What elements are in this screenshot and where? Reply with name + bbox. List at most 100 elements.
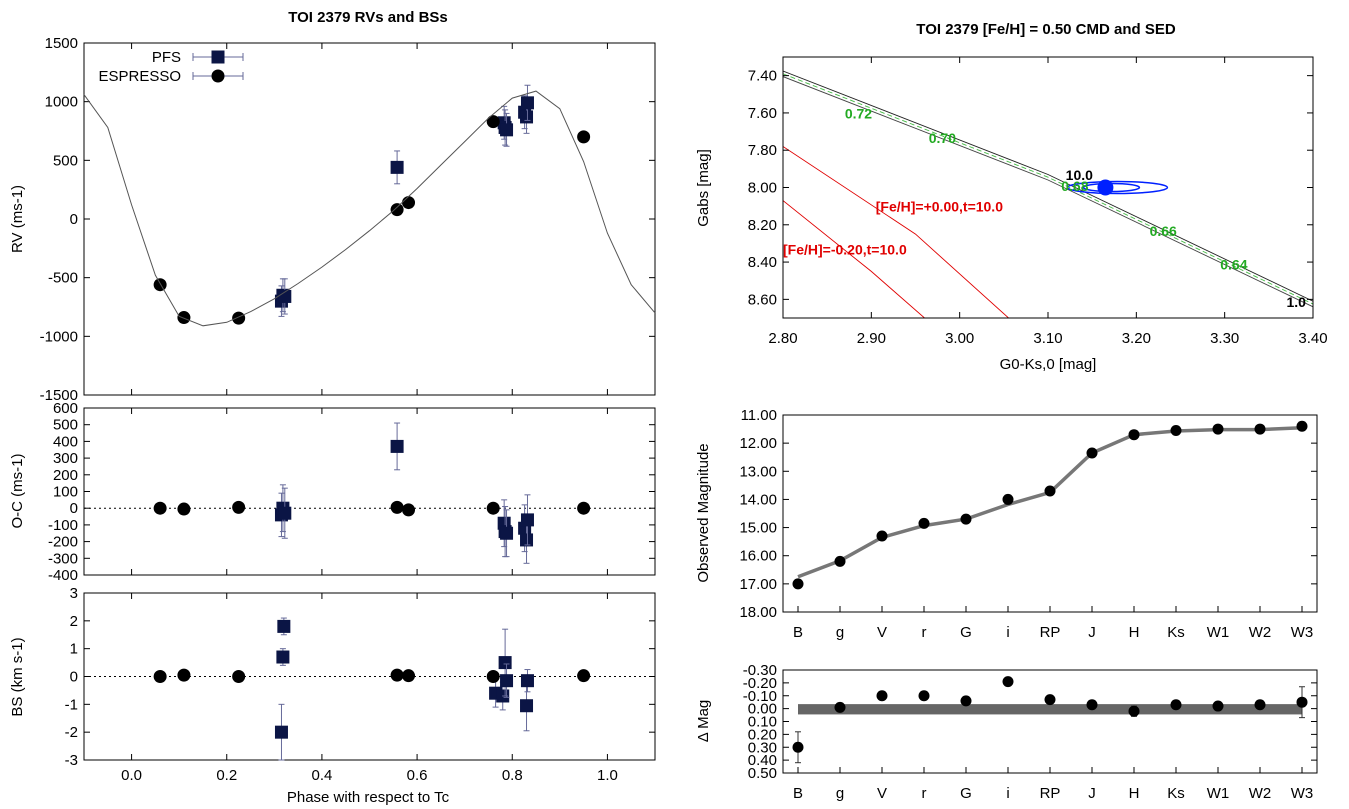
sed-band-label: B [793,624,803,641]
resid-point [1212,700,1224,712]
sed-ytick-label: 12.00 [739,435,777,452]
rv-figure-title: TOI 2379 RVs and BSs [288,9,448,26]
bs-pfs-point [500,674,514,688]
resid-ytick-label: 0.30 [748,739,777,756]
sed-band-label: W2 [1249,624,1272,641]
cmd-xtick-label: 3.00 [945,330,974,347]
oc-frame [83,407,656,576]
sed-observed-point [960,513,972,525]
cmd-ytick-label: 8.40 [748,254,777,271]
bs-ytick-label: 0 [70,669,78,686]
sed-ytick-label: 11.00 [741,407,777,424]
cmd-mass-label: 0.64 [1220,257,1247,273]
oc-espresso-point [390,500,404,514]
rv-ytick-label: 500 [53,152,78,169]
resid-band-label: B [793,785,803,802]
resid-point [960,695,972,707]
cmd-error-ellipse [1066,180,1169,195]
rv-ytick-label: 1500 [45,35,78,52]
rv-pfs-point [278,289,292,303]
bs-y-axis-title: BS (km s-1) [9,637,26,716]
bs-panel: -3 -2 -1 0 1 2 3 0.0 0.2 0.4 0.6 0.8 1.0 BS (km s-1) P… [9,585,656,806]
resid-band-label: g [836,785,844,802]
sed-observed-point [876,530,888,542]
sed-band-label: V [877,624,887,641]
bs-espresso-point [153,670,167,683]
oc-espresso-point [153,501,167,515]
sed-observed-point [792,578,804,590]
oc-espresso-point [232,500,246,514]
rv-legend: PFS ESPRESSO [98,49,244,85]
cmd-ytick-label: 8.00 [748,180,777,197]
bs-xtick-label: 0.6 [407,767,428,784]
resid-ytick-label: 0.00 [748,701,777,718]
bs-ytick-label: -1 [65,696,78,713]
bs-xtick-label: 0.2 [216,767,237,784]
rv-pfs-point [500,123,514,137]
oc-ytick-label: 300 [53,450,78,467]
sed-residual-panel: -0.30-0.20-0.100.000.100.200.300.400.50 B… [695,662,1318,802]
sed-ytick-label: 15.00 [739,520,777,537]
resid-band-label: Ks [1167,785,1185,802]
sed-band-label: Ks [1167,624,1185,641]
cmd-xtick-label: 3.20 [1122,330,1151,347]
rv-panel: -1500 -1000 -500 0 500 1000 1500 RV (ms-1) PFS ES… [9,35,656,404]
oc-espresso-point [402,503,416,517]
cmd-xtick-label: 3.30 [1210,330,1239,347]
legend-pfs-label: PFS [152,49,181,66]
bs-xtick-label: 0.8 [502,767,523,784]
sed-band-label: H [1129,624,1140,641]
resid-point [918,690,930,702]
cmd-isochrone-label: [Fe/H]=+0.00,t=10.0 [876,199,1003,215]
rv-ytick-label: 1000 [45,94,78,111]
rv-pfs-point [390,160,404,174]
rv-espresso-point [390,203,404,217]
rv-pfs-point [520,110,534,124]
cmd-figure-title: TOI 2379 [Fe/H] = 0.50 CMD and SED [916,21,1176,38]
bs-pfs-point [277,619,291,633]
cmd-ytick-label: 7.40 [748,68,777,85]
resid-point [1170,699,1182,711]
sed-ytick-label: 14.00 [739,491,777,508]
resid-point [1086,699,1098,711]
bs-xtick-label: 0.0 [121,767,142,784]
oc-ytick-label: 0 [70,500,78,517]
cmd-ytick-label: 8.20 [748,217,777,234]
resid-point [1254,699,1266,711]
sed-observed-point [918,517,930,529]
legend-espresso-marker [211,69,225,83]
sed-observed-point [1128,429,1140,441]
sed-observed-point [1086,447,1098,459]
rv-ytick-label: -1500 [40,387,78,404]
resid-band-label: r [922,785,927,802]
sed-band-label: i [1006,624,1009,641]
sed-observed-point [1044,485,1056,497]
oc-pfs-point [520,533,534,547]
sed-model-line [797,425,1303,579]
resid-ytick-label: -0.20 [743,675,777,692]
cmd-isochrone-line [783,146,1010,318]
bs-pfs-point [520,699,534,713]
sed-band-label: W1 [1207,624,1230,641]
rv-ytick-label: -1000 [40,328,78,345]
sed-observed-point [1254,423,1266,435]
cmd-x-axis-title: G0-Ks,0 [mag] [1000,356,1097,373]
cmd-panel: 10.0 1.0 [Fe/H]=+0.00,t=10.0 [Fe/H]=-0.20,t… [695,56,1328,373]
cmd-mass-label: 0.70 [929,130,956,146]
bs-pfs-point [274,725,288,739]
resid-band-label: W3 [1291,785,1314,802]
sed-frame [782,414,1318,613]
oc-pfs-point [278,506,292,520]
resid-band-label: RP [1040,785,1061,802]
resid-ytick-label: 0.10 [748,714,777,731]
bs-xtick-label: 1.0 [597,767,618,784]
resid-band-label: V [877,785,887,802]
oc-ytick-label: 100 [53,484,78,501]
bs-pfs-point [498,656,512,670]
oc-espresso-point [177,502,191,516]
oc-ytick-label: 600 [53,400,78,417]
resid-band-label: J [1088,785,1096,802]
sed-observed-point [1002,493,1014,505]
